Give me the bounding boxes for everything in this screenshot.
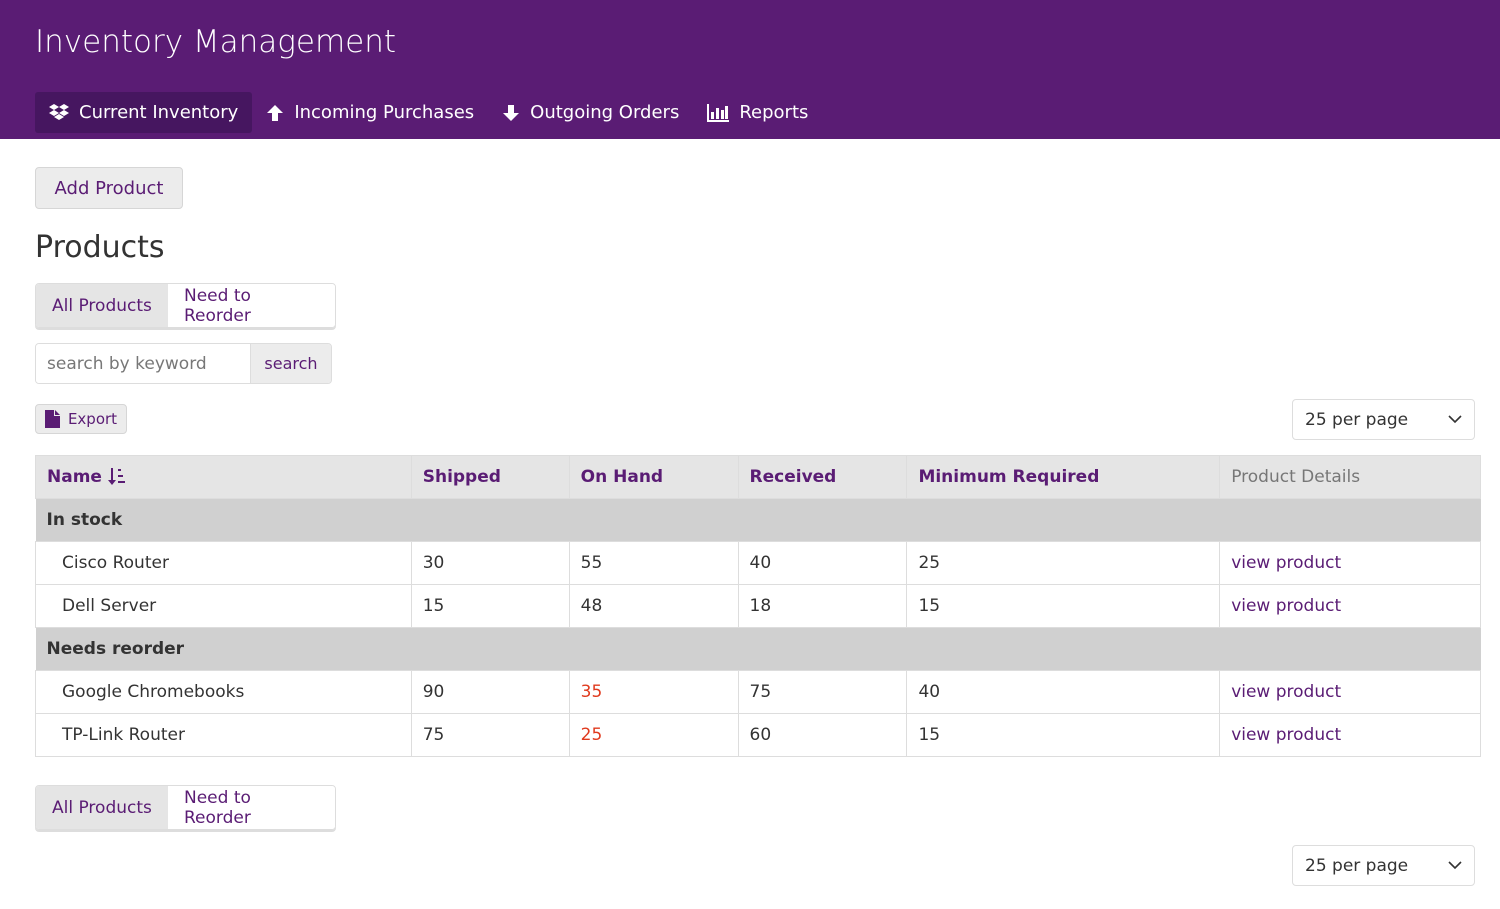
add-product-button[interactable]: Add Product — [35, 167, 183, 209]
col-shipped[interactable]: Shipped — [410, 455, 570, 499]
view-product-link[interactable]: view product — [1231, 596, 1342, 616]
product-name: Google Chromebooks — [35, 670, 412, 714]
filter-all-products[interactable]: All Products — [36, 284, 168, 327]
nav-current-inventory[interactable]: Current Inventory — [35, 92, 253, 133]
received-value: 60 — [737, 713, 908, 757]
per-page-select-bottom[interactable]: 25 per page — [1292, 845, 1475, 886]
col-received[interactable]: Received — [737, 455, 908, 499]
on-hand-value: 55 — [568, 541, 739, 585]
minimum-required-value: 15 — [906, 713, 1221, 757]
filter-all-products[interactable]: All Products — [36, 786, 168, 829]
on-hand-value: 35 — [568, 670, 739, 714]
product-filter: All Products Need to Reorder — [35, 283, 336, 328]
products-table: Name Shipped On Hand Received Minimum Re… — [35, 455, 1481, 757]
sort-ascending-icon — [107, 468, 125, 485]
table-row: Cisco Router 30 55 40 25 view product — [35, 541, 1481, 585]
file-icon — [44, 410, 60, 428]
search-input[interactable] — [36, 344, 250, 383]
table-row: TP-Link Router 75 25 60 15 view product — [35, 713, 1481, 757]
on-hand-value: 25 — [568, 713, 739, 757]
shipped-value: 15 — [410, 584, 570, 628]
minimum-required-value: 40 — [906, 670, 1221, 714]
group-row: Needs reorder — [35, 627, 1481, 671]
export-button[interactable]: Export — [35, 404, 127, 434]
product-name: Cisco Router — [35, 541, 412, 585]
page-title: Products — [35, 230, 165, 265]
received-value: 18 — [737, 584, 908, 628]
filter-need-to-reorder[interactable]: Need to Reorder — [168, 284, 335, 327]
on-hand-value: 48 — [568, 584, 739, 628]
filter-need-to-reorder[interactable]: Need to Reorder — [168, 786, 335, 829]
received-value: 75 — [737, 670, 908, 714]
col-name[interactable]: Name — [35, 455, 412, 499]
shipped-value: 30 — [410, 541, 570, 585]
group-label: In stock — [35, 498, 1481, 542]
col-product-details: Product Details — [1219, 455, 1481, 499]
table-row: Google Chromebooks 90 35 75 40 view prod… — [35, 670, 1481, 714]
dropbox-icon — [49, 103, 69, 120]
nav-incoming-purchases[interactable]: Incoming Purchases — [252, 92, 488, 133]
arrow-down-icon — [503, 104, 520, 121]
nav-outgoing-orders[interactable]: Outgoing Orders — [488, 92, 693, 133]
received-value: 40 — [737, 541, 908, 585]
main-nav: Current Inventory Incoming Purchases Out… — [35, 92, 822, 133]
search-bar: search — [35, 343, 332, 384]
per-page-select[interactable]: 25 per page — [1292, 399, 1475, 440]
product-name: Dell Server — [35, 584, 412, 628]
arrow-up-icon — [267, 104, 284, 121]
view-product-link[interactable]: view product — [1231, 553, 1342, 573]
bar-chart-icon — [707, 103, 730, 122]
chevron-down-icon — [1448, 415, 1462, 424]
app-header: Inventory Management Current Inventory I… — [0, 0, 1500, 139]
nav-reports[interactable]: Reports — [693, 92, 822, 133]
table-row: Dell Server 15 48 18 15 view product — [35, 584, 1481, 628]
view-product-link[interactable]: view product — [1231, 682, 1342, 702]
group-row: In stock — [35, 498, 1481, 542]
col-minimum-required[interactable]: Minimum Required — [906, 455, 1221, 499]
minimum-required-value: 15 — [906, 584, 1221, 628]
minimum-required-value: 25 — [906, 541, 1221, 585]
search-button[interactable]: search — [250, 344, 331, 383]
product-filter-bottom: All Products Need to Reorder — [35, 785, 336, 830]
group-label: Needs reorder — [35, 627, 1481, 671]
view-product-link[interactable]: view product — [1231, 725, 1342, 745]
product-name: TP-Link Router — [35, 713, 412, 757]
shipped-value: 90 — [410, 670, 570, 714]
chevron-down-icon — [1448, 861, 1462, 870]
app-title: Inventory Management — [35, 24, 397, 60]
col-on-hand[interactable]: On Hand — [568, 455, 739, 499]
shipped-value: 75 — [410, 713, 570, 757]
